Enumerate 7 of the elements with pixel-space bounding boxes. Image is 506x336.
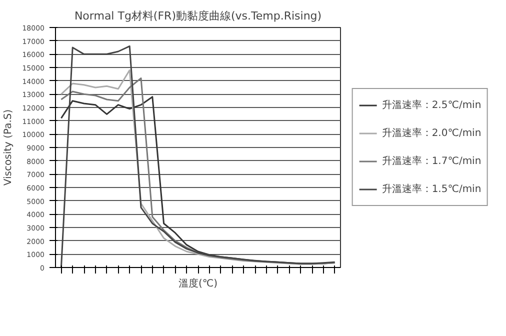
legend-label: 升溫速率：2.5℃/min [382,98,482,112]
legend-label: 升溫速率：1.7℃/min [382,154,482,168]
legend-label: 升溫速率：2.0℃/min [382,126,482,140]
y-axis-title: Viscosity (Pa.S) [3,109,14,186]
chart-title: Normal Tg材料(FR)動黏度曲線(vs.Temp.Rising) [74,10,322,22]
x-axis-title: 溫度(℃) [178,278,218,290]
legend-label: 升溫速率：1.5℃/min [382,182,482,196]
